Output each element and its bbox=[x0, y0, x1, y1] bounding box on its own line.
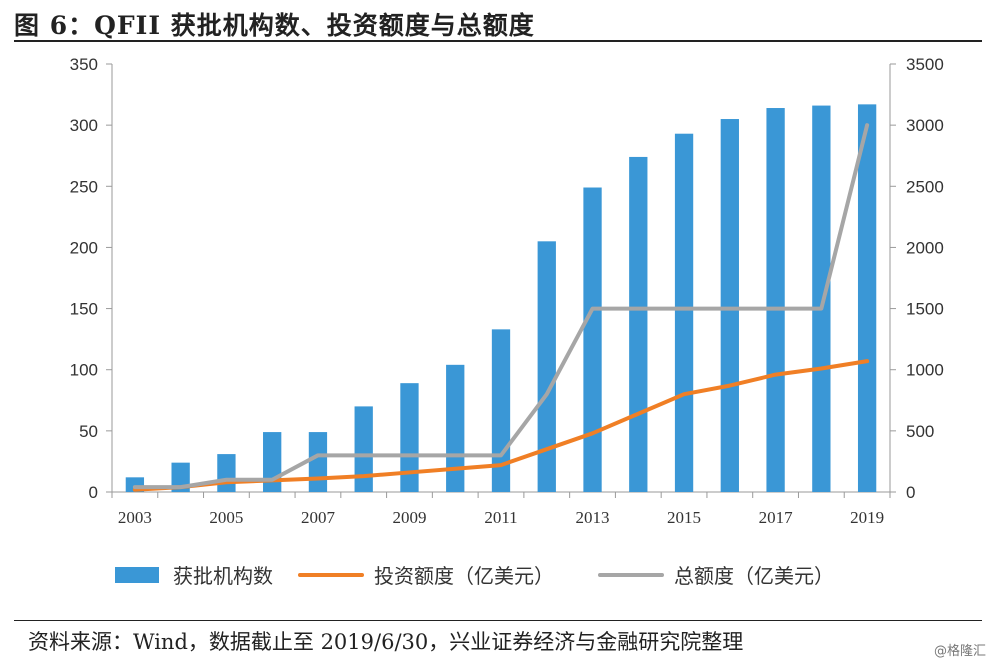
x-tick-label: 2013 bbox=[576, 508, 610, 527]
watermark: @格隆汇 bbox=[933, 644, 986, 659]
bar-2017 bbox=[766, 108, 785, 492]
right-tick-label: 3500 bbox=[906, 55, 944, 74]
source-note: 资料来源：Wind，数据截止至 2019/6/30，兴业证券经济与金融研究院整理 bbox=[28, 630, 744, 654]
right-tick-label: 500 bbox=[906, 422, 934, 441]
right-tick-label: 1500 bbox=[906, 300, 944, 319]
left-tick-label: 250 bbox=[70, 177, 98, 196]
x-tick-label: 2017 bbox=[759, 508, 794, 527]
line-series bbox=[132, 123, 870, 492]
left-tick-label: 100 bbox=[70, 361, 98, 380]
bar-2009 bbox=[400, 383, 419, 492]
bar-2005 bbox=[217, 454, 236, 492]
bar-2010 bbox=[446, 364, 465, 492]
bar-2015 bbox=[674, 133, 694, 492]
right-tick-label: 2000 bbox=[906, 238, 944, 257]
x-tick-label: 2019 bbox=[850, 508, 884, 527]
bar-2007 bbox=[308, 432, 328, 492]
x-tick-label: 2005 bbox=[209, 508, 243, 527]
left-tick-label: 300 bbox=[70, 116, 98, 135]
figure-title: 图 6：QFII 获批机构数、投资额度与总额度 bbox=[14, 11, 535, 40]
title-rule bbox=[14, 40, 982, 42]
legend-label: 投资额度（亿美元） bbox=[374, 564, 554, 588]
left-tick-label: 350 bbox=[70, 55, 98, 74]
chart-axes: 0501001502002503003500500100015002000250… bbox=[70, 55, 944, 527]
right-tick-label: 0 bbox=[906, 483, 915, 502]
left-tick-label: 150 bbox=[70, 300, 98, 319]
right-tick-label: 2500 bbox=[906, 177, 944, 196]
legend-item-total-quota: 总额度（亿美元） bbox=[598, 564, 834, 588]
bar-2012 bbox=[537, 241, 556, 492]
source-rule bbox=[14, 620, 982, 621]
bar-2018 bbox=[812, 105, 831, 492]
right-tick-label: 3000 bbox=[906, 116, 944, 135]
legend-label: 获批机构数 bbox=[173, 564, 273, 588]
legend-label: 总额度（亿美元） bbox=[674, 564, 834, 588]
bar-series bbox=[125, 104, 877, 493]
bar-2016 bbox=[720, 119, 739, 493]
left-tick-label: 0 bbox=[89, 483, 98, 502]
bar-2013 bbox=[583, 187, 602, 492]
bar-2008 bbox=[354, 406, 373, 492]
legend-item-approved-institutions: 获批机构数 bbox=[115, 564, 273, 588]
legend-swatch-bar bbox=[115, 567, 159, 583]
bar-2006 bbox=[263, 432, 282, 492]
legend: 获批机构数 投资额度（亿美元） 总额度（亿美元） bbox=[115, 564, 834, 588]
total-quota-line bbox=[132, 123, 870, 490]
left-tick-label: 50 bbox=[79, 422, 98, 441]
left-tick-label: 200 bbox=[70, 238, 98, 257]
bar-2014 bbox=[629, 156, 648, 493]
x-tick-label: 2009 bbox=[392, 508, 426, 527]
x-tick-label: 2011 bbox=[484, 508, 517, 527]
x-tick-label: 2007 bbox=[301, 508, 336, 527]
bar-2019 bbox=[857, 104, 877, 493]
legend-item-investment-quota: 投资额度（亿美元） bbox=[298, 564, 554, 588]
x-tick-label: 2015 bbox=[667, 508, 701, 527]
right-tick-label: 1000 bbox=[906, 361, 944, 380]
x-tick-label: 2003 bbox=[118, 508, 152, 527]
